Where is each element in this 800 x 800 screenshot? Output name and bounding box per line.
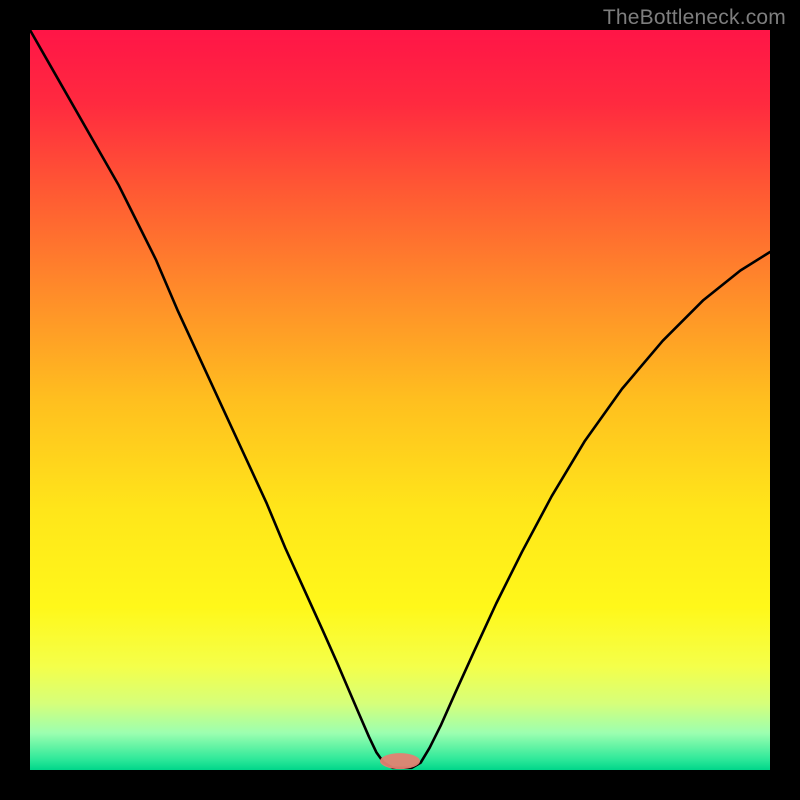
- bottleneck-chart: [0, 0, 800, 800]
- watermark-label: TheBottleneck.com: [603, 6, 786, 30]
- chart-stage: TheBottleneck.com: [0, 0, 800, 800]
- plot-area: [30, 30, 770, 770]
- curve-min-marker: [380, 753, 420, 769]
